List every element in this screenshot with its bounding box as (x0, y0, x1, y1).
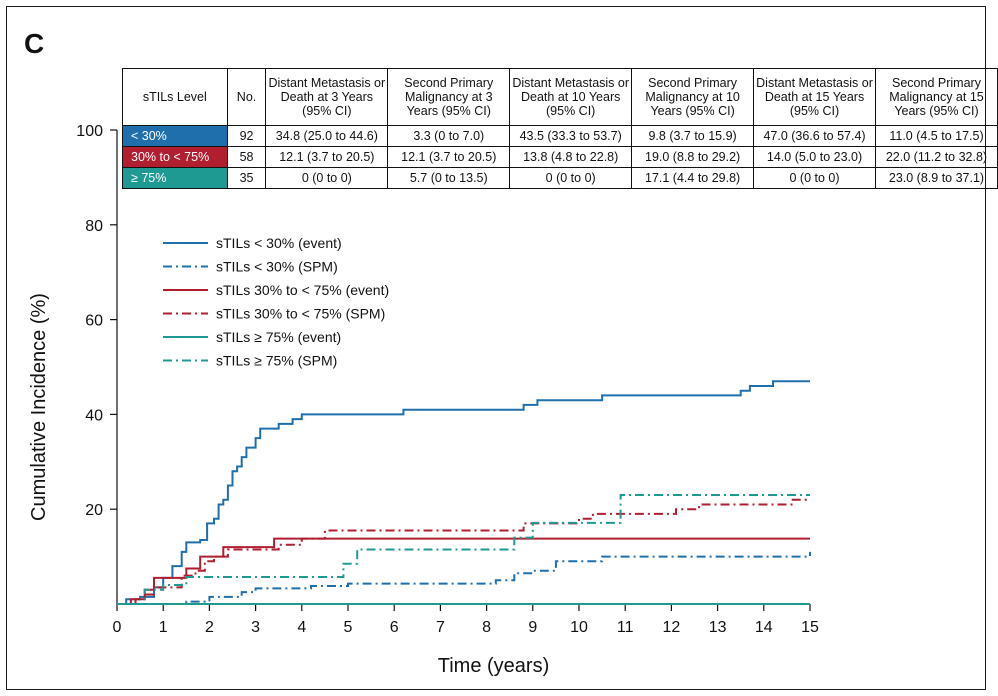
table-cell: 0 (0 to 0) (265, 167, 389, 189)
table-header-cell: Distant Metastasis or Death at 10 Years … (509, 68, 633, 126)
sTILs-level-cell: 30% to < 75% (122, 146, 228, 168)
legend-label: sTILs ≥ 75% (SPM) (216, 353, 337, 369)
series-line (117, 551, 811, 605)
x-tick-label: 6 (390, 619, 399, 636)
table-cell: 58 (226, 146, 267, 168)
y-tick-label: 100 (76, 123, 103, 140)
x-tick-label: 8 (482, 619, 491, 636)
table-cell: 43.5 (33.3 to 53.7) (509, 125, 633, 147)
x-tick-label: 7 (436, 619, 445, 636)
y-tick-label: 80 (85, 218, 103, 235)
panel-label: C (24, 28, 45, 59)
table-cell: 11.0 (4.5 to 17.5) (874, 125, 998, 147)
legend-label: sTILs ≥ 75% (event) (216, 329, 341, 345)
series-layer (117, 380, 811, 605)
table-row: ≥ 75% 35 0 (0 to 0) 5.7 (0 to 13.5) 0 (0 to … (122, 167, 998, 189)
table-cell: 22.0 (11.2 to 32.8) (874, 146, 998, 168)
table-row: < 30% 92 34.8 (25.0 to 44.6) 3.3 (0 to 7.0)… (122, 125, 998, 147)
table-cell: 0 (0 to 0) (509, 167, 633, 189)
table-header-cell: No. (226, 68, 267, 126)
series-line (117, 498, 810, 605)
table-header-cell: Second Primary Malignancy at 15 Years (9… (874, 68, 998, 126)
table-cell: 19.0 (8.8 to 29.2) (631, 146, 755, 168)
table-header-cell: Second Primary Malignancy at 3 Years (95… (387, 68, 511, 126)
table-cell: 23.0 (8.9 to 37.1) (874, 167, 998, 189)
table-cell: 34.8 (25.0 to 44.6) (265, 125, 389, 147)
legend-label: sTILs < 30% (event) (216, 235, 342, 251)
table-header-cell: Second Primary Malignancy at 10 Years (9… (631, 68, 755, 126)
table-header-cell: sTILs Level (122, 68, 228, 126)
summary-table: sTILs Level No. Distant Metastasis or De… (122, 68, 998, 189)
table-row: 30% to < 75% 58 12.1 (3.7 to 20.5) 12.1 (3.… (122, 146, 998, 168)
table-cell: 9.8 (3.7 to 15.9) (631, 125, 755, 147)
x-tick-label: 2 (205, 619, 214, 636)
table-cell: 5.7 (0 to 13.5) (387, 167, 511, 189)
y-tick-label: 60 (85, 313, 103, 330)
table-cell: 92 (226, 125, 267, 147)
table-cell: 12.1 (3.7 to 20.5) (387, 146, 511, 168)
x-tick-label: 13 (709, 619, 727, 636)
y-tick-label: 20 (85, 502, 103, 519)
x-tick-label: 5 (344, 619, 353, 636)
y-axis-title: Cumulative Incidence (%) (28, 293, 50, 521)
x-tick-label: 12 (663, 619, 681, 636)
x-axis-title: Time (years) (438, 655, 549, 677)
sTILs-level-cell: ≥ 75% (122, 167, 228, 189)
legend-label: sTILs 30% to < 75% (SPM) (216, 306, 385, 322)
legend-label: sTILs 30% to < 75% (event) (216, 282, 389, 298)
y-tick-label: 40 (85, 407, 103, 424)
series-line (117, 380, 810, 605)
x-tick-label: 0 (113, 619, 122, 636)
table-header-cell: Distant Metastasis or Death at 15 Years … (753, 68, 876, 126)
series-line (117, 494, 810, 605)
x-tick-label: 11 (617, 619, 634, 636)
series-line (117, 537, 810, 605)
x-tick-label: 15 (801, 619, 819, 636)
table-cell: 12.1 (3.7 to 20.5) (265, 146, 389, 168)
x-tick-label: 10 (570, 619, 588, 636)
x-tick-label: 1 (159, 619, 168, 636)
table-cell: 47.0 (36.6 to 57.4) (753, 125, 876, 147)
table-header-row: sTILs Level No. Distant Metastasis or De… (122, 68, 998, 126)
legend: sTILs < 30% (event) sTILs < 30% (SPM) sTIL… (163, 235, 389, 369)
table-cell: 13.8 (4.8 to 22.8) (509, 146, 633, 168)
x-tick-label: 4 (297, 619, 306, 636)
x-tick-label: 14 (755, 619, 773, 636)
table-cell: 35 (226, 167, 267, 189)
table-cell: 3.3 (0 to 7.0) (387, 125, 511, 147)
x-tick-label: 9 (528, 619, 537, 636)
table-cell: 17.1 (4.4 to 29.8) (631, 167, 755, 189)
x-tick-label: 3 (251, 619, 260, 636)
sTILs-level-cell: < 30% (122, 125, 228, 147)
table-header-cell: Distant Metastasis or Death at 3 Years (… (265, 68, 389, 126)
legend-label: sTILs < 30% (SPM) (216, 259, 338, 275)
table-cell: 14.0 (5.0 to 23.0) (753, 146, 876, 168)
table-cell: 0 (0 to 0) (753, 167, 876, 189)
figure-frame (6, 6, 986, 690)
